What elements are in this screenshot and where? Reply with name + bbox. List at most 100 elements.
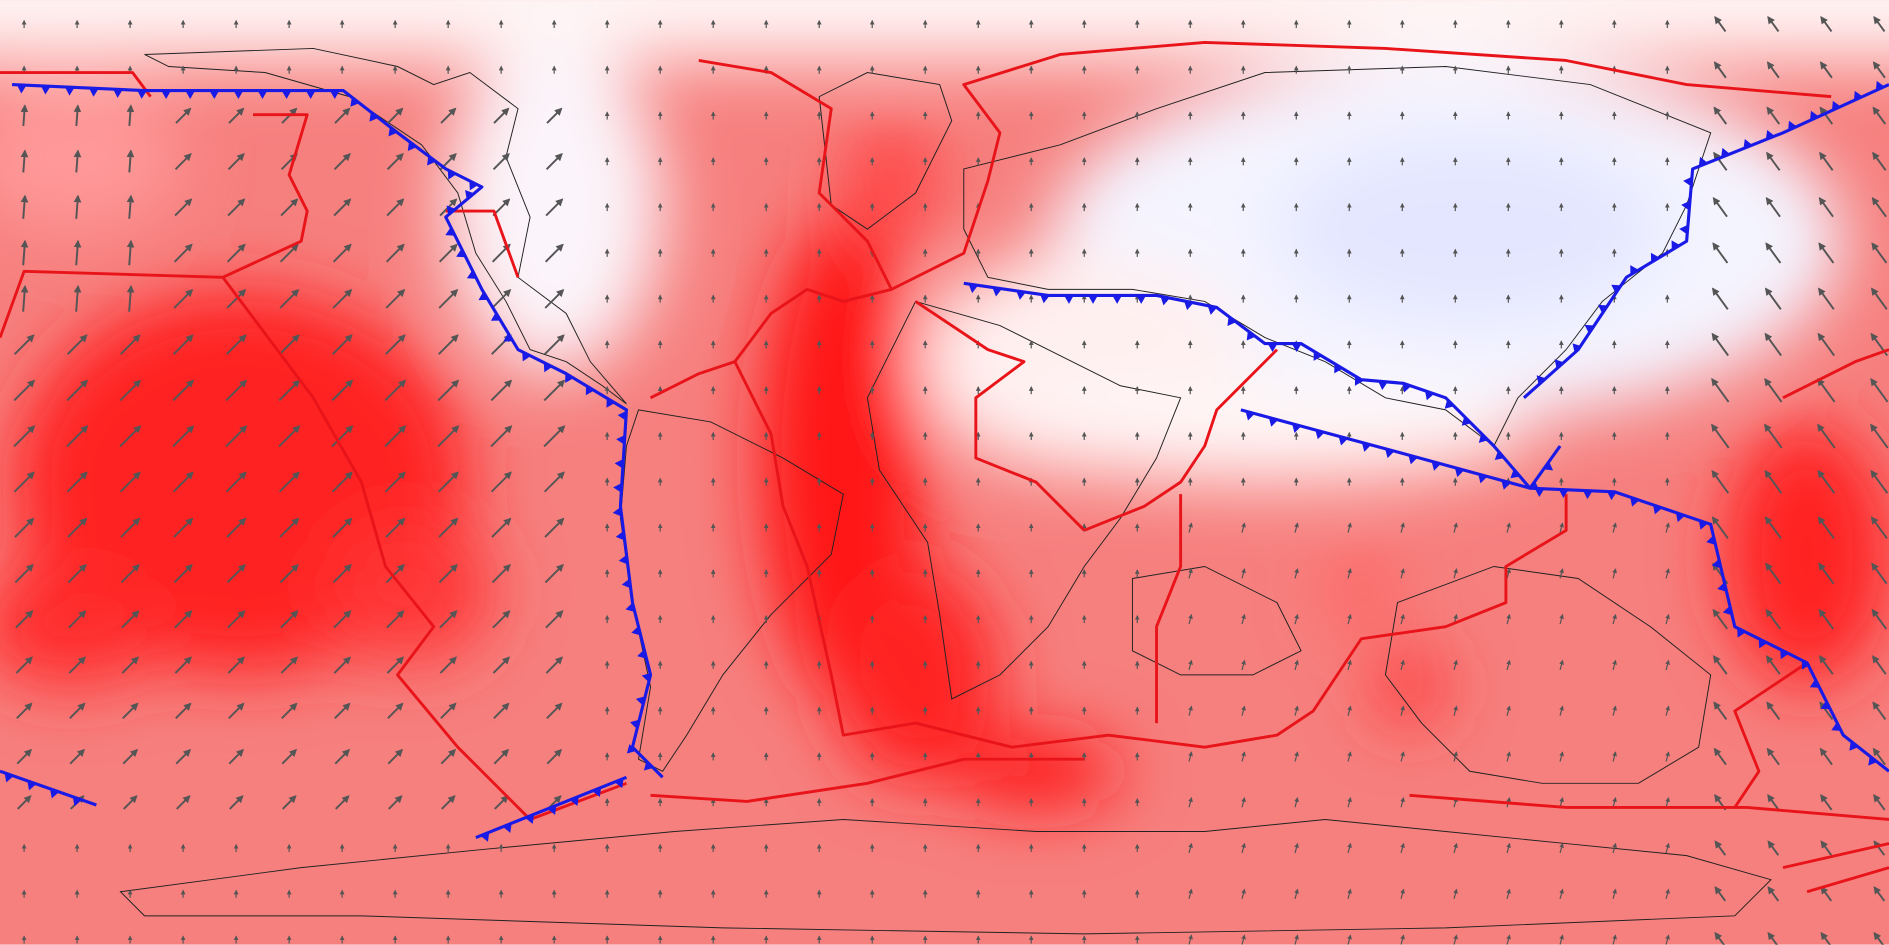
arrow [226, 563, 246, 584]
arrow [225, 425, 248, 448]
arrow [121, 610, 140, 629]
arrow [66, 425, 89, 448]
trench [0, 769, 97, 807]
subduction-tooth [1361, 442, 1372, 452]
arrow [545, 152, 563, 170]
arrow [1870, 377, 1889, 403]
subduction-tooth [1809, 679, 1820, 688]
arrow [1819, 151, 1834, 171]
subduction-tooth [621, 578, 631, 589]
arrow [334, 748, 351, 765]
arrow [280, 610, 299, 629]
subduction-tooth [1334, 363, 1343, 374]
arrow [1347, 842, 1352, 854]
subduction-tooth [1354, 376, 1364, 386]
subduction-tooth [1313, 351, 1323, 361]
arrow [385, 243, 405, 263]
arrow [384, 471, 406, 493]
arrow [126, 149, 135, 173]
arrow [1871, 242, 1888, 264]
arrow [332, 288, 353, 309]
subduction-tooth [1136, 295, 1147, 304]
arrow [225, 379, 248, 402]
subduction-tooth [1268, 417, 1279, 427]
arrow [546, 748, 563, 765]
arrow [1665, 705, 1670, 716]
arrow [385, 288, 406, 309]
arrow [1400, 888, 1405, 899]
trench [1522, 83, 1889, 399]
arrow [1453, 705, 1458, 716]
arrow [1612, 613, 1617, 625]
arrow [279, 517, 300, 538]
arrow [173, 517, 194, 538]
arrow [1612, 751, 1617, 762]
subduction-tooth [502, 823, 512, 833]
arrow [492, 610, 511, 629]
arrow [67, 563, 87, 584]
arrow [1872, 701, 1887, 720]
subduction-tooth [478, 291, 489, 301]
subduction-tooth [612, 507, 622, 517]
arrow [1665, 751, 1670, 762]
arrow [13, 379, 36, 402]
subduction-tooth [1698, 156, 1708, 167]
arrow [126, 194, 135, 219]
arrow [69, 702, 86, 720]
arrow [1818, 242, 1835, 264]
arrow [439, 656, 458, 674]
arrow [1612, 705, 1617, 716]
subduction-tooth [631, 626, 641, 636]
arrow [226, 243, 246, 263]
arrow [1665, 797, 1670, 808]
arrow [1294, 888, 1299, 899]
arrow [122, 702, 139, 720]
subduction-tooth [490, 312, 501, 321]
arrow [544, 563, 564, 584]
arrow [73, 149, 82, 173]
arrow [1766, 747, 1780, 766]
arrow [173, 563, 193, 584]
subduction-tooth [547, 805, 557, 815]
arrow [1765, 562, 1782, 585]
arrow [1871, 196, 1887, 218]
subduction-tooth [616, 434, 625, 445]
subduction-tooth [1831, 100, 1841, 111]
arrow [226, 517, 247, 538]
subduction-tooth [1245, 411, 1255, 421]
arrow [387, 107, 404, 124]
subduction-tooth [641, 672, 652, 683]
arrow [1188, 842, 1193, 854]
arrow [493, 748, 510, 765]
arrow [174, 152, 192, 170]
subduction-tooth [233, 90, 244, 100]
arrow [1820, 15, 1833, 33]
arrow [1819, 747, 1833, 766]
arrow [1294, 751, 1299, 762]
coast-india [1131, 565, 1302, 676]
arrow [1241, 842, 1246, 854]
subduction-tooth [1780, 649, 1789, 660]
subduction-tooth [1385, 448, 1395, 459]
arrow [334, 107, 351, 124]
arrow [172, 425, 195, 448]
arrow [1820, 794, 1833, 811]
subduction-tooth [1227, 316, 1237, 326]
arrow [225, 471, 247, 493]
arrow [1712, 196, 1728, 218]
subduction-tooth [614, 458, 624, 469]
arrow [1714, 886, 1727, 902]
subduction-tooth [1831, 722, 1842, 731]
arrow [16, 748, 33, 765]
arrow [1665, 659, 1670, 671]
subduction-tooth [1584, 324, 1595, 334]
subduction-tooth [543, 362, 553, 373]
subduction-tooth [1681, 200, 1690, 211]
arrow [332, 334, 353, 355]
arrow [13, 471, 35, 493]
arrow [1559, 705, 1564, 716]
arrow [543, 471, 565, 493]
arrow [174, 610, 193, 629]
arrow [1612, 888, 1617, 899]
